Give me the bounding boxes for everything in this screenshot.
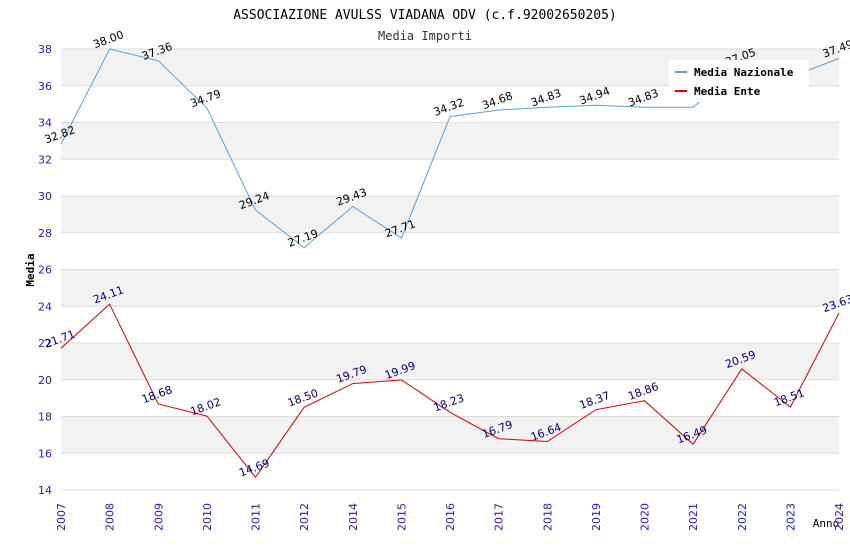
y-tick-label: 28 <box>38 227 52 240</box>
chart-subtitle: Media Importi <box>378 29 472 43</box>
plot-bands <box>61 49 839 490</box>
y-tick-label: 26 <box>38 264 52 277</box>
y-tick-label: 20 <box>38 374 52 387</box>
y-tick-label: 38 <box>38 43 52 56</box>
x-tick-label: 2009 <box>152 503 165 531</box>
plot-band <box>61 416 839 454</box>
x-tick-label: 2021 <box>687 503 700 531</box>
y-axis-label: Media <box>24 253 37 286</box>
y-tick-label: 14 <box>38 484 52 497</box>
x-tick-label: 2011 <box>250 503 263 531</box>
chart-title: ASSOCIAZIONE AVULSS VIADANA ODV (c.f.920… <box>233 8 617 23</box>
x-tick-label: 2018 <box>541 503 554 531</box>
x-tick-label: 2022 <box>736 503 749 531</box>
x-tick-label: 2010 <box>201 503 214 531</box>
plot-band <box>61 269 839 307</box>
y-tick-label: 18 <box>38 411 52 424</box>
y-tick-label: 32 <box>38 153 52 166</box>
series-line <box>60 303 840 479</box>
x-tick-label: 2014 <box>347 503 360 531</box>
data-label: 38.00 <box>91 28 125 51</box>
plot-band <box>61 159 839 196</box>
plot-band <box>61 196 839 233</box>
x-tick-labels: 2007 2008 2009 2010 2011 2012 2014 2015 2016 2017… <box>55 503 846 531</box>
y-tick-label: 24 <box>38 300 52 313</box>
x-tick-label: 2017 <box>493 503 506 531</box>
y-tick-label: 36 <box>38 80 52 93</box>
y-tick-label: 34 <box>38 117 52 130</box>
y-tick-label: 22 <box>38 337 52 350</box>
legend: Media Nazionale Media Ente <box>669 60 809 102</box>
x-tick-label: 2012 <box>298 503 311 531</box>
plot-band <box>61 122 839 160</box>
x-tick-label: 2023 <box>784 503 797 531</box>
x-tick-label: 2019 <box>590 503 603 531</box>
plot-band <box>61 232 839 270</box>
plot-band <box>61 306 839 343</box>
x-tick-label: 2024 <box>833 503 846 531</box>
x-tick-label: 2008 <box>104 503 117 531</box>
legend-entry: Media Ente <box>694 85 761 98</box>
plot-band <box>61 343 839 380</box>
plot-band <box>61 379 839 417</box>
legend-box <box>669 60 809 102</box>
plot-band <box>61 453 839 490</box>
x-tick-label: 2020 <box>639 503 652 531</box>
y-tick-labels: 14 16 18 20 22 24 26 28 30 32 34 36 38 <box>38 43 52 497</box>
x-tick-label: 2007 <box>55 503 68 531</box>
grid-lines <box>61 48 839 491</box>
x-tick-label: 2015 <box>395 503 408 531</box>
y-tick-label: 16 <box>38 447 52 460</box>
legend-entry: Media Nazionale <box>694 66 794 79</box>
x-axis-label: Anno <box>813 517 840 530</box>
y-tick-label: 30 <box>38 190 52 203</box>
x-tick-label: 2016 <box>444 503 457 531</box>
